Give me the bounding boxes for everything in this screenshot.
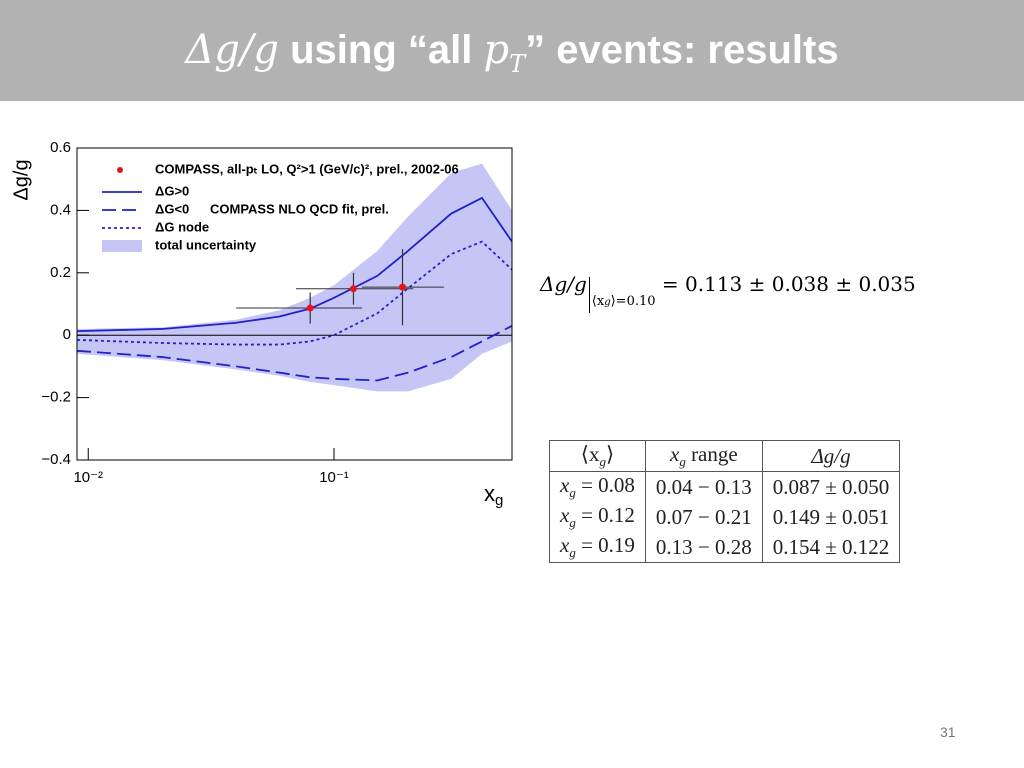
cell-text: 0.087 ± 0.050 [772, 474, 890, 499]
cell-sub: g [679, 454, 686, 470]
cell-text: = 0.08 [575, 472, 635, 497]
cell-text: x [560, 532, 570, 557]
x-tick-label: 10⁻² [73, 469, 103, 486]
title-text: using “all [279, 28, 484, 72]
legend-label: ΔG>0 [155, 183, 189, 198]
y-axis-label: Δg/g [10, 159, 32, 200]
header-cell: ⟨xg⟩ [549, 440, 646, 472]
cell-text: 0.07 − 0.21 [655, 504, 752, 529]
formula: Δg/g ⟨xg⟩=0.10 = 0.113 ± 0.038 ± 0.035 [540, 272, 916, 313]
header-cell: Δg/g [761, 440, 901, 472]
table-cell: 0.13 − 0.28 [644, 532, 763, 563]
table-body: xg = 0.08 0.04 − 0.13 0.087 ± 0.050 xg = 0.… [549, 471, 901, 563]
table-header: ⟨xg⟩ xg range Δg/g [549, 440, 901, 472]
chart: Δg/g xg COMPASS NLO QCD fit, prel. −0.4 −… [10, 139, 513, 509]
cell-text: ⟩ [605, 441, 615, 466]
cell-sub: g [569, 545, 576, 561]
formula-sub: ⟨xg⟩=0.10 [592, 294, 656, 309]
legend-marker [117, 167, 123, 173]
cell-sub: g [569, 515, 576, 531]
cell-text: = 0.19 [575, 532, 635, 557]
cell-text: x [560, 472, 570, 497]
data-point [349, 285, 357, 293]
x-axis-label-main: x [484, 481, 495, 506]
formula-lhs: Δg/g [540, 272, 587, 296]
formula-sub-text: ⟩=0.10 [610, 294, 656, 309]
y-tick-label: −0.4 [41, 451, 71, 468]
cell-text: range [685, 441, 738, 466]
legend-label: COMPASS, all-pₜ LO, Q²>1 (GeV/c)², prel.… [155, 161, 459, 176]
legend-swatch [102, 240, 142, 252]
y-tick-label: 0.2 [50, 264, 71, 281]
uncertainty-band [77, 163, 512, 392]
table-cell: xg = 0.12 [549, 502, 646, 532]
table-row: xg = 0.19 0.13 − 0.28 0.154 ± 0.122 [549, 532, 901, 563]
cell-text: x [560, 502, 570, 527]
formula-sub-text: ⟨x [591, 294, 605, 309]
cell-text: 0.154 ± 0.122 [772, 534, 890, 559]
y-tick-label: 0 [63, 326, 71, 343]
cell-sub: g [599, 454, 606, 470]
x-axis-label-sub: g [495, 492, 503, 509]
y-tick-label: −0.2 [41, 389, 71, 406]
title-math: Δg/g [185, 27, 279, 73]
legend-label: total uncertainty [155, 237, 257, 252]
results-table: ⟨xg⟩ xg range Δg/g xg = 0.08 0.04 − 0.13 0… [549, 440, 901, 563]
cell-text: 0.13 − 0.28 [655, 534, 752, 559]
cell-text: 0.04 − 0.13 [655, 474, 752, 499]
title-text: ” events: results [525, 28, 839, 72]
legend-label: ΔG<0 [155, 201, 189, 216]
curve [77, 196, 512, 333]
formula-bar [588, 277, 590, 313]
formula-rhs: = 0.113 ± 0.038 ± 0.035 [661, 272, 916, 296]
table-cell: 0.149 ± 0.051 [761, 502, 901, 532]
table-cell: xg = 0.08 [549, 471, 646, 502]
slide-header: Δg/g using “all pT” events: results [0, 0, 1024, 101]
table-cell: 0.087 ± 0.050 [761, 471, 901, 502]
table-row: xg = 0.08 0.04 − 0.13 0.087 ± 0.050 [549, 471, 901, 502]
cell-text: 0.149 ± 0.051 [772, 504, 890, 529]
cell-text: ⟨x [580, 441, 600, 466]
table-cell: 0.07 − 0.21 [644, 502, 763, 532]
y-tick-label: 0.4 [50, 201, 71, 218]
plot-frame [76, 147, 513, 461]
data-point [399, 283, 407, 291]
curve [77, 325, 512, 382]
annotation: COMPASS NLO QCD fit, prel. [210, 201, 389, 216]
plot-layer [77, 163, 512, 392]
y-tick-label: 0.6 [50, 139, 71, 156]
header-cell: xg range [644, 440, 763, 472]
table-cell: 0.04 − 0.13 [644, 471, 763, 502]
legend-label: ΔG node [155, 219, 209, 234]
x-tick-label: 10⁻¹ [319, 469, 349, 486]
title-sub: T [509, 50, 526, 78]
formula-sub-sub: g [604, 297, 611, 308]
cell-sub: g [569, 485, 576, 501]
cell-text: Δg/g [811, 443, 851, 468]
table-row: xg = 0.12 0.07 − 0.21 0.149 ± 0.051 [549, 502, 901, 532]
table-cell: 0.154 ± 0.122 [761, 532, 901, 563]
data-point [306, 304, 314, 312]
x-axis-label: xg [484, 481, 503, 509]
cell-text: x [669, 441, 680, 466]
page-number: 31 [940, 724, 956, 740]
title-math: p [483, 27, 510, 73]
table-cell: xg = 0.19 [549, 532, 646, 563]
curve [77, 240, 512, 346]
cell-text: = 0.12 [575, 502, 635, 527]
